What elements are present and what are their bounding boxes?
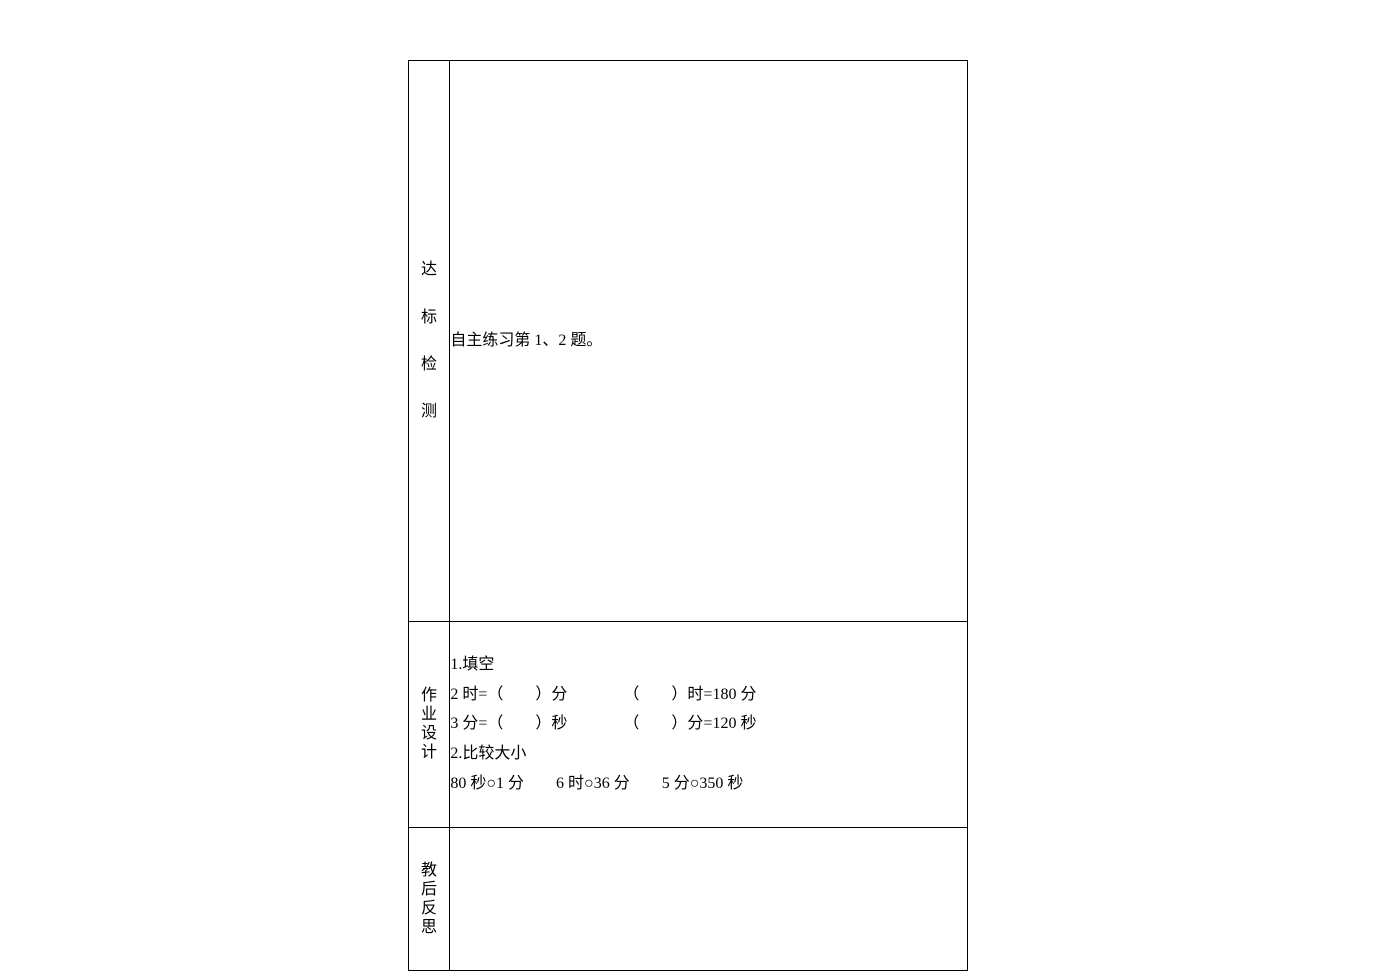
label-cell-homework: 作 业 设 计 (408, 621, 450, 827)
content-line: 80 秒○1 分 6 时○36 分 5 分○350 秒 (450, 769, 966, 799)
label-char: 业 (421, 705, 437, 724)
label-char: 反 (421, 899, 437, 918)
label-char: 后 (421, 880, 437, 899)
label-char: 检 (421, 355, 437, 374)
label-char: 设 (421, 724, 437, 743)
label-char: 作 (421, 686, 437, 705)
content-cell-assessment: 自主练习第 1、2 题。 (450, 61, 967, 622)
label-cell-reflection: 教 后 反 思 (408, 827, 450, 970)
row-reflection: 教 后 反 思 (408, 827, 967, 970)
worksheet-table: 达 标 检 测 自主练习第 1、2 题。 作 业 设 计 1.填空 2 时=（ … (408, 60, 968, 971)
content-line: 自主练习第 1、2 题。 (450, 326, 966, 356)
content-line: 2.比较大小 (450, 739, 966, 769)
label-char: 达 (421, 260, 437, 279)
content-cell-reflection (450, 827, 967, 970)
content-line: 2 时=（ ）分 （ ）时=180 分 (450, 680, 966, 710)
row-homework: 作 业 设 计 1.填空 2 时=（ ）分 （ ）时=180 分 3 分=（ ）… (408, 621, 967, 827)
content-cell-homework: 1.填空 2 时=（ ）分 （ ）时=180 分 3 分=（ ）秒 （ ）分=1… (450, 621, 967, 827)
content-line: 1.填空 (450, 650, 966, 680)
label-vertical-reflection: 教 后 反 思 (409, 861, 450, 938)
label-vertical-assessment: 达 标 检 测 (409, 246, 450, 435)
content-line: 3 分=（ ）秒 （ ）分=120 秒 (450, 709, 966, 739)
label-char: 计 (421, 743, 437, 762)
label-char: 测 (421, 402, 437, 421)
label-cell-assessment: 达 标 检 测 (408, 61, 450, 622)
row-assessment: 达 标 检 测 自主练习第 1、2 题。 (408, 61, 967, 622)
label-char: 思 (421, 918, 437, 937)
label-vertical-homework: 作 业 设 计 (409, 686, 450, 763)
label-char: 教 (421, 861, 437, 880)
label-char: 标 (421, 308, 437, 327)
